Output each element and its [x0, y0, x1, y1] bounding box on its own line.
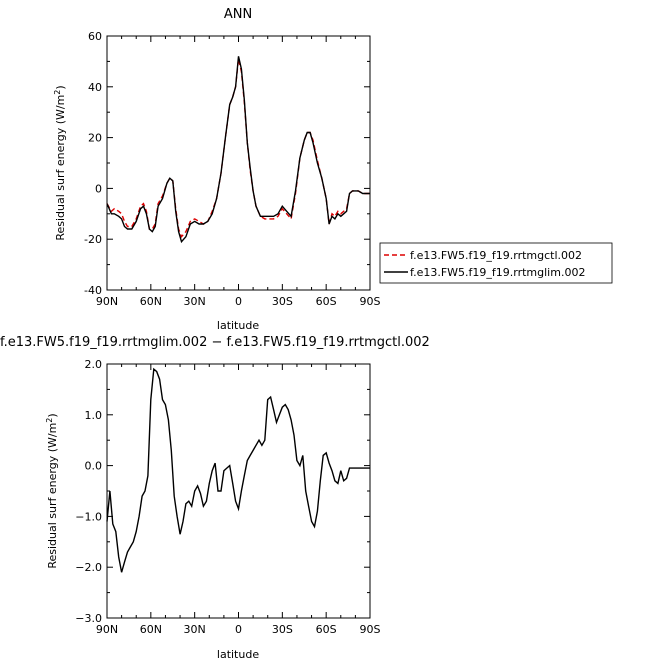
bottom-x-tick-label: 90S [360, 623, 381, 636]
top-y-axis: -40 -20 0 20 40 60 [84, 30, 370, 297]
top-series-group [106, 56, 370, 244]
top-x-tick-label: 90S [360, 295, 381, 308]
top-x-tick-label: 60S [316, 295, 337, 308]
top-x-tick-label: 90N [96, 295, 118, 308]
top-y-axis-label-close: ) [54, 85, 67, 89]
top-y-axis-label-main: Residual surf energy (W/m [54, 95, 67, 241]
legend-label-lim: f.e13.FW5.f19_f19.rrtmglim.002 [410, 266, 585, 279]
bottom-y-axis-label-close: ) [46, 413, 59, 417]
top-y-tick-label: 60 [88, 30, 102, 43]
legend: f.e13.FW5.f19_f19.rrtmgctl.002 f.e13.FW5… [379, 242, 613, 284]
top-x-tick-label: 30N [184, 295, 206, 308]
top-y-tick-label: 20 [88, 132, 102, 145]
bottom-y-tick-label: −1.0 [75, 510, 102, 523]
bottom-y-tick-label: 2.0 [85, 358, 103, 371]
top-x-axis: 90N 60N 30N 0 30S 60S 90S [96, 36, 381, 308]
bottom-y-tick-label: −2.0 [75, 561, 102, 574]
bottom-plot-frame [106, 363, 371, 619]
bottom-y-tick-label: 0.0 [85, 460, 103, 473]
top-y-axis-label-superscript: 2 [53, 90, 62, 95]
bottom-x-tick-label: 30S [272, 623, 293, 636]
top-x-tick-label: 60N [140, 295, 162, 308]
top-series-line-1 [106, 56, 370, 244]
bottom-x-tick-label: 90N [96, 623, 118, 636]
bottom-y-tick-label: −3.0 [75, 612, 102, 625]
bottom-x-tick-label: 30N [184, 623, 206, 636]
bottom-y-axis-label-superscript: 2 [45, 418, 54, 423]
bottom-x-axis: 90N 60N 30N 0 30S 60S 90S [96, 364, 381, 636]
top-panel: ANN 90N 60N 30N 0 30S 60S 90S -40 -20 0 20 40 60 la… [53, 7, 381, 332]
bottom-chart-title: f.e13.FW5.f19_f19.rrtmglim.002 − f.e13.F… [0, 335, 430, 350]
top-y-tick-label: -20 [84, 233, 102, 246]
bottom-y-tick-label: 1.0 [85, 409, 103, 422]
top-x-tick-label: 30S [272, 295, 293, 308]
top-y-tick-label: 40 [88, 81, 102, 94]
legend-box [379, 242, 613, 284]
bottom-x-tick-label: 60S [316, 623, 337, 636]
top-series-line-0 [106, 58, 370, 239]
top-x-tick-label: 0 [235, 295, 242, 308]
top-y-tick-label: -40 [84, 284, 102, 297]
top-chart-title: ANN [224, 7, 252, 22]
top-y-tick-label: 0 [95, 182, 102, 195]
top-y-axis-label: Residual surf energy (W/m2) [53, 85, 67, 240]
top-plot-frame [106, 35, 371, 291]
bottom-series-group [106, 367, 370, 573]
bottom-x-axis-label: latitude [217, 648, 259, 661]
bottom-series-line-0 [106, 367, 370, 573]
bottom-y-axis-label: Residual surf energy (W/m2) [45, 413, 59, 568]
legend-label-ctl: f.e13.FW5.f19_f19.rrtmgctl.002 [410, 249, 582, 262]
bottom-x-tick-label: 60N [140, 623, 162, 636]
bottom-x-tick-label: 0 [235, 623, 242, 636]
top-x-axis-label: latitude [217, 319, 259, 332]
bottom-panel: f.e13.FW5.f19_f19.rrtmglim.002 − f.e13.F… [0, 335, 430, 661]
bottom-y-axis: −3.0 −2.0 −1.0 0.0 1.0 2.0 [75, 358, 370, 625]
bottom-y-axis-label-main: Residual surf energy (W/m [46, 423, 59, 569]
